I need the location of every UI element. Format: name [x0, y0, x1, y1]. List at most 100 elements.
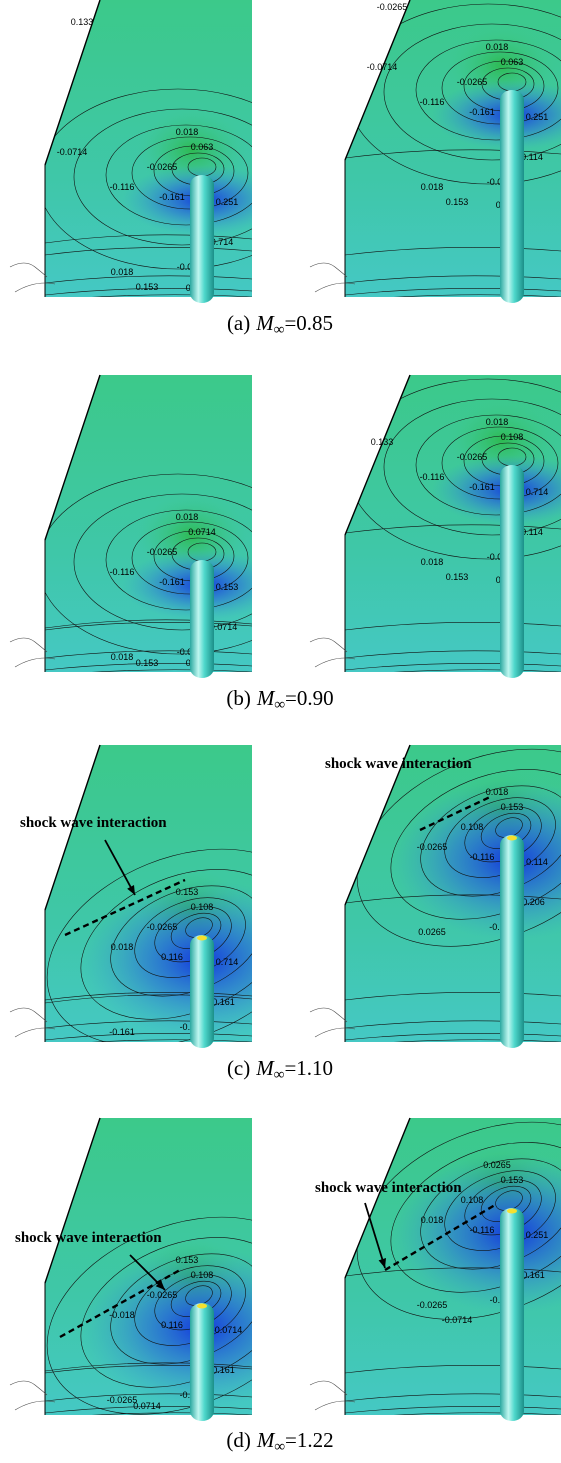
caption-subscript: ∞ [274, 322, 285, 338]
pylon [500, 835, 524, 1048]
figure-row: 0.0180.0714-0.0265-0.116-0.1610.153-0.07… [10, 375, 561, 678]
pylon [190, 935, 214, 1048]
caption-value: =0.85 [284, 311, 333, 335]
contour-panel: 0.0180.063-0.0265-0.116-0.1610.2510.114-… [310, 0, 561, 303]
caption-subscript: ∞ [274, 697, 285, 713]
contour-panel: 0.1530.108-0.0265-0.0180.116-0.0714-0.16… [10, 1118, 345, 1452]
contour-label: 0.018 [486, 787, 509, 797]
caption-value: =1.10 [284, 1056, 333, 1080]
contour-label: 0.714 [526, 487, 549, 497]
contour-label: -0.161 [159, 192, 185, 202]
contour-label: -0.0265 [147, 1290, 178, 1300]
contour-label: 0.018 [111, 652, 134, 662]
pylon [500, 1208, 524, 1421]
contour-label: -0.116 [110, 182, 135, 192]
contour-label: 0.0265 [483, 1160, 511, 1170]
pylon [500, 90, 524, 303]
contour-label: 0.108 [191, 902, 214, 912]
contour-label: -0.0265 [147, 162, 178, 172]
contour-label: 0.153 [176, 887, 199, 897]
contour-label: -0.0265 [457, 77, 488, 87]
contour-label: 0.0265 [418, 927, 446, 937]
caption-symbol: M [256, 686, 276, 710]
contour-panel: 0.0180.063-0.0265-0.116-0.1610.2510.714-… [10, 0, 318, 303]
contour-label: 0.018 [111, 942, 134, 952]
contour-label: 0.0714 [188, 527, 216, 537]
contour-label: 0.108 [461, 822, 484, 832]
annotation: shock wave interaction [325, 756, 472, 772]
figure: 0.018 0.063 -0.0265 -0.116 -0.161 0.251 0.714 -… [0, 0, 561, 1463]
contour-label: -0.116 [110, 567, 135, 577]
contour-label: 0.251 [526, 1230, 549, 1240]
page: {"figure": {"rows": [ {"caption": {"labe… [0, 0, 561, 1463]
contour-label: 0.153 [446, 197, 469, 207]
contour-label: 0.0714 [133, 1401, 161, 1411]
contour-label: 0.116 [161, 952, 183, 962]
pylon [500, 465, 524, 678]
pylon-tip [197, 1304, 207, 1309]
contour-panel: 0.02650.1530.1080.018-0.1160.251-0.161-0… [310, 1085, 561, 1421]
pylon-tip [507, 836, 517, 841]
contour-label: -0.161 [469, 107, 495, 117]
contour-label: -0.0714 [212, 1325, 243, 1335]
contour-label: -0.0265 [457, 452, 488, 462]
contour-label: 0.108 [461, 1195, 484, 1205]
caption-symbol: M [255, 1056, 275, 1080]
contour-label: 0.063 [501, 57, 524, 67]
contour-label: 0.063 [191, 142, 214, 152]
caption: (d)M∞=1.22 [226, 1428, 333, 1455]
contour-label: -0.116 [470, 852, 495, 862]
contour-label: 0.251 [216, 197, 239, 207]
contour-label: 0.153 [446, 572, 469, 582]
figure-row: 0.018 0.063 -0.0265 -0.116 -0.161 0.251 0.714 -… [10, 0, 561, 303]
caption: (b)M∞=0.90 [226, 686, 333, 713]
annotation: shock wave interaction [20, 815, 167, 831]
contour-label: 0.018 [176, 127, 199, 137]
contour-label: 0.153 [501, 802, 524, 812]
contour-panel: 0.0180.108-0.0265-0.116-0.1610.7140.114-… [310, 375, 561, 678]
contour-label: 0.018 [111, 267, 134, 277]
annotation: shock wave interaction [15, 1230, 162, 1246]
caption: (c)M∞=1.10 [227, 1056, 333, 1083]
caption-label: (d) [226, 1428, 251, 1452]
contour-label: -0.0714 [442, 1315, 473, 1325]
contour-label: 0.251 [526, 112, 549, 122]
caption-label: (b) [226, 686, 251, 710]
contour-label: 0.153 [136, 658, 159, 668]
contour-label: 0.114 [526, 857, 548, 867]
caption-symbol: M [256, 1428, 276, 1452]
caption-subscript: ∞ [274, 1439, 285, 1455]
caption-value: =0.90 [285, 686, 334, 710]
annotation: shock wave interaction [315, 1180, 462, 1196]
pylon [190, 1303, 214, 1421]
contour-label: 0.018 [421, 182, 444, 192]
contour-label: 0.133 [371, 437, 394, 447]
contour-label: 0.018 [486, 417, 509, 427]
contour-label: -0.161 [159, 577, 185, 587]
contour-label: -0.0714 [367, 62, 398, 72]
caption-subscript: ∞ [274, 1067, 285, 1083]
contour-label: 0.114 [521, 527, 543, 537]
contour-label: -0.161 [469, 482, 495, 492]
contour-label: -0.018 [109, 1310, 135, 1320]
contour-label: -0.116 [420, 472, 445, 482]
contour-label: 0.114 [521, 152, 543, 162]
contour-label: 0.153 [216, 582, 239, 592]
contour-label: 0.153 [176, 1255, 199, 1265]
pylon-tip [197, 936, 207, 941]
pylon [190, 560, 214, 678]
contour-label: 0.018 [421, 557, 444, 567]
caption: (a)M∞=0.85 [227, 311, 333, 338]
contour-label: 0.018 [176, 512, 199, 522]
contour-label: 0.116 [161, 1320, 183, 1330]
contour-label: 0.153 [136, 282, 159, 292]
contour-label: 0.133 [71, 17, 94, 27]
contour-label: -0.0265 [377, 2, 408, 12]
contour-label: -0.0265 [147, 922, 178, 932]
contour-label: 0.108 [191, 1270, 214, 1280]
contour-label: 0.714 [211, 237, 234, 247]
contour-label: 0.108 [501, 432, 524, 442]
